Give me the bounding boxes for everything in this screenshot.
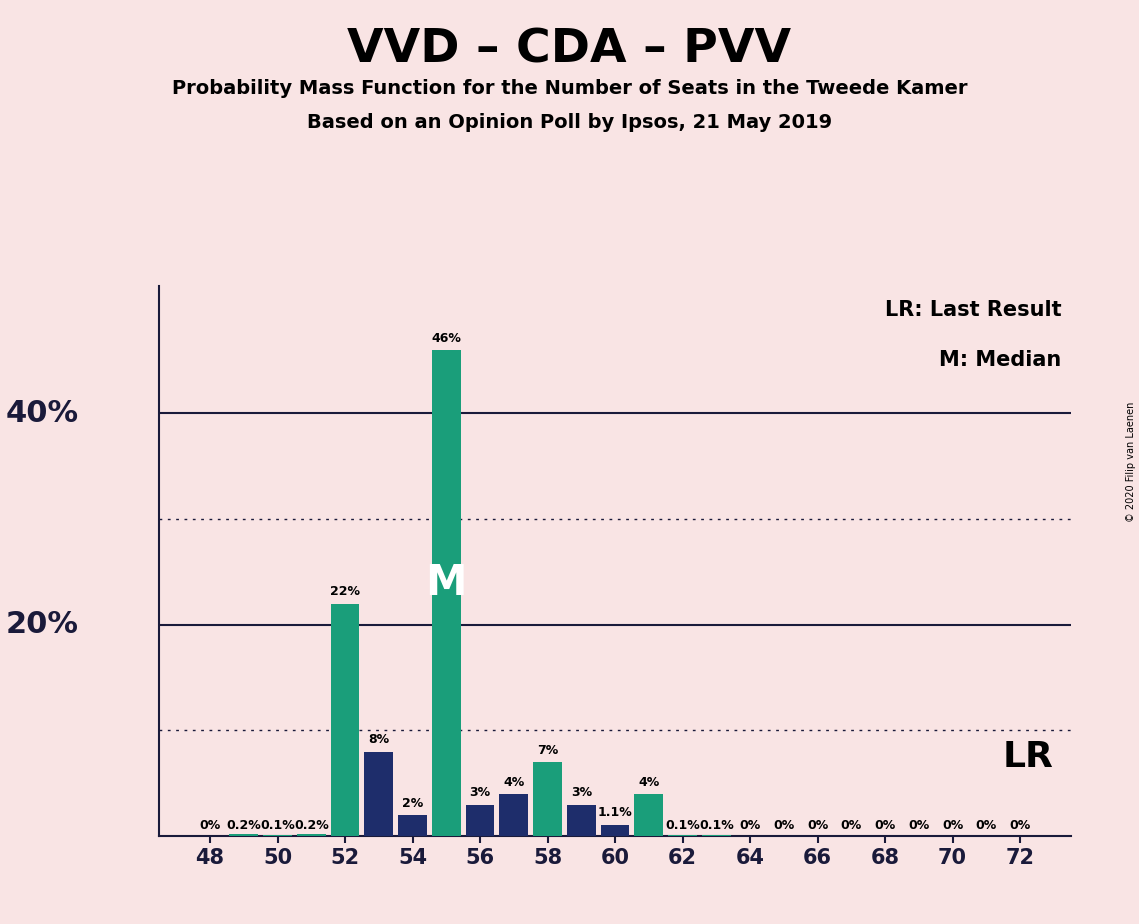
Bar (533, 762, 562, 836)
Bar (466, 805, 494, 836)
Text: 0%: 0% (976, 819, 997, 832)
Bar (229, 834, 259, 836)
Text: 0%: 0% (1009, 819, 1031, 832)
Text: 0%: 0% (739, 819, 761, 832)
Text: M: Median: M: Median (940, 349, 1062, 370)
Bar (263, 835, 292, 836)
Bar (702, 835, 730, 836)
Text: 0.2%: 0.2% (227, 819, 261, 832)
Bar (500, 794, 528, 836)
Bar (364, 751, 393, 836)
Text: 4%: 4% (638, 775, 659, 789)
Text: 0%: 0% (875, 819, 895, 832)
Bar (297, 834, 326, 836)
Text: 3%: 3% (469, 786, 491, 799)
Text: 46%: 46% (432, 332, 461, 345)
Text: 0.1%: 0.1% (260, 819, 295, 832)
Text: M: M (426, 563, 467, 604)
Text: 40%: 40% (6, 399, 79, 428)
Text: Probability Mass Function for the Number of Seats in the Tweede Kamer: Probability Mass Function for the Number… (172, 79, 967, 98)
Bar (330, 603, 360, 836)
Text: Based on an Opinion Poll by Ipsos, 21 May 2019: Based on an Opinion Poll by Ipsos, 21 Ma… (306, 113, 833, 132)
Text: 3%: 3% (571, 786, 592, 799)
Text: 0.2%: 0.2% (294, 819, 329, 832)
Text: 8%: 8% (368, 734, 390, 747)
Text: 20%: 20% (6, 610, 79, 639)
Text: 0%: 0% (908, 819, 929, 832)
Text: LR: Last Result: LR: Last Result (885, 300, 1062, 321)
Text: 2%: 2% (402, 796, 424, 809)
Text: 4%: 4% (503, 775, 524, 789)
Text: 0%: 0% (942, 819, 964, 832)
Text: VVD – CDA – PVV: VVD – CDA – PVV (347, 28, 792, 73)
Bar (669, 835, 697, 836)
Text: 7%: 7% (536, 744, 558, 757)
Text: © 2020 Filip van Laenen: © 2020 Filip van Laenen (1125, 402, 1136, 522)
Bar (399, 815, 427, 836)
Text: 1.1%: 1.1% (598, 807, 632, 820)
Bar (432, 350, 460, 836)
Text: LR: LR (1003, 740, 1054, 774)
Bar (634, 794, 663, 836)
Bar (567, 805, 596, 836)
Text: 0.1%: 0.1% (665, 819, 700, 832)
Text: 0%: 0% (806, 819, 828, 832)
Text: 22%: 22% (330, 585, 360, 599)
Text: 0%: 0% (199, 819, 221, 832)
Text: 0.1%: 0.1% (699, 819, 734, 832)
Text: 0%: 0% (773, 819, 794, 832)
Bar (600, 824, 630, 836)
Text: 0%: 0% (841, 819, 862, 832)
